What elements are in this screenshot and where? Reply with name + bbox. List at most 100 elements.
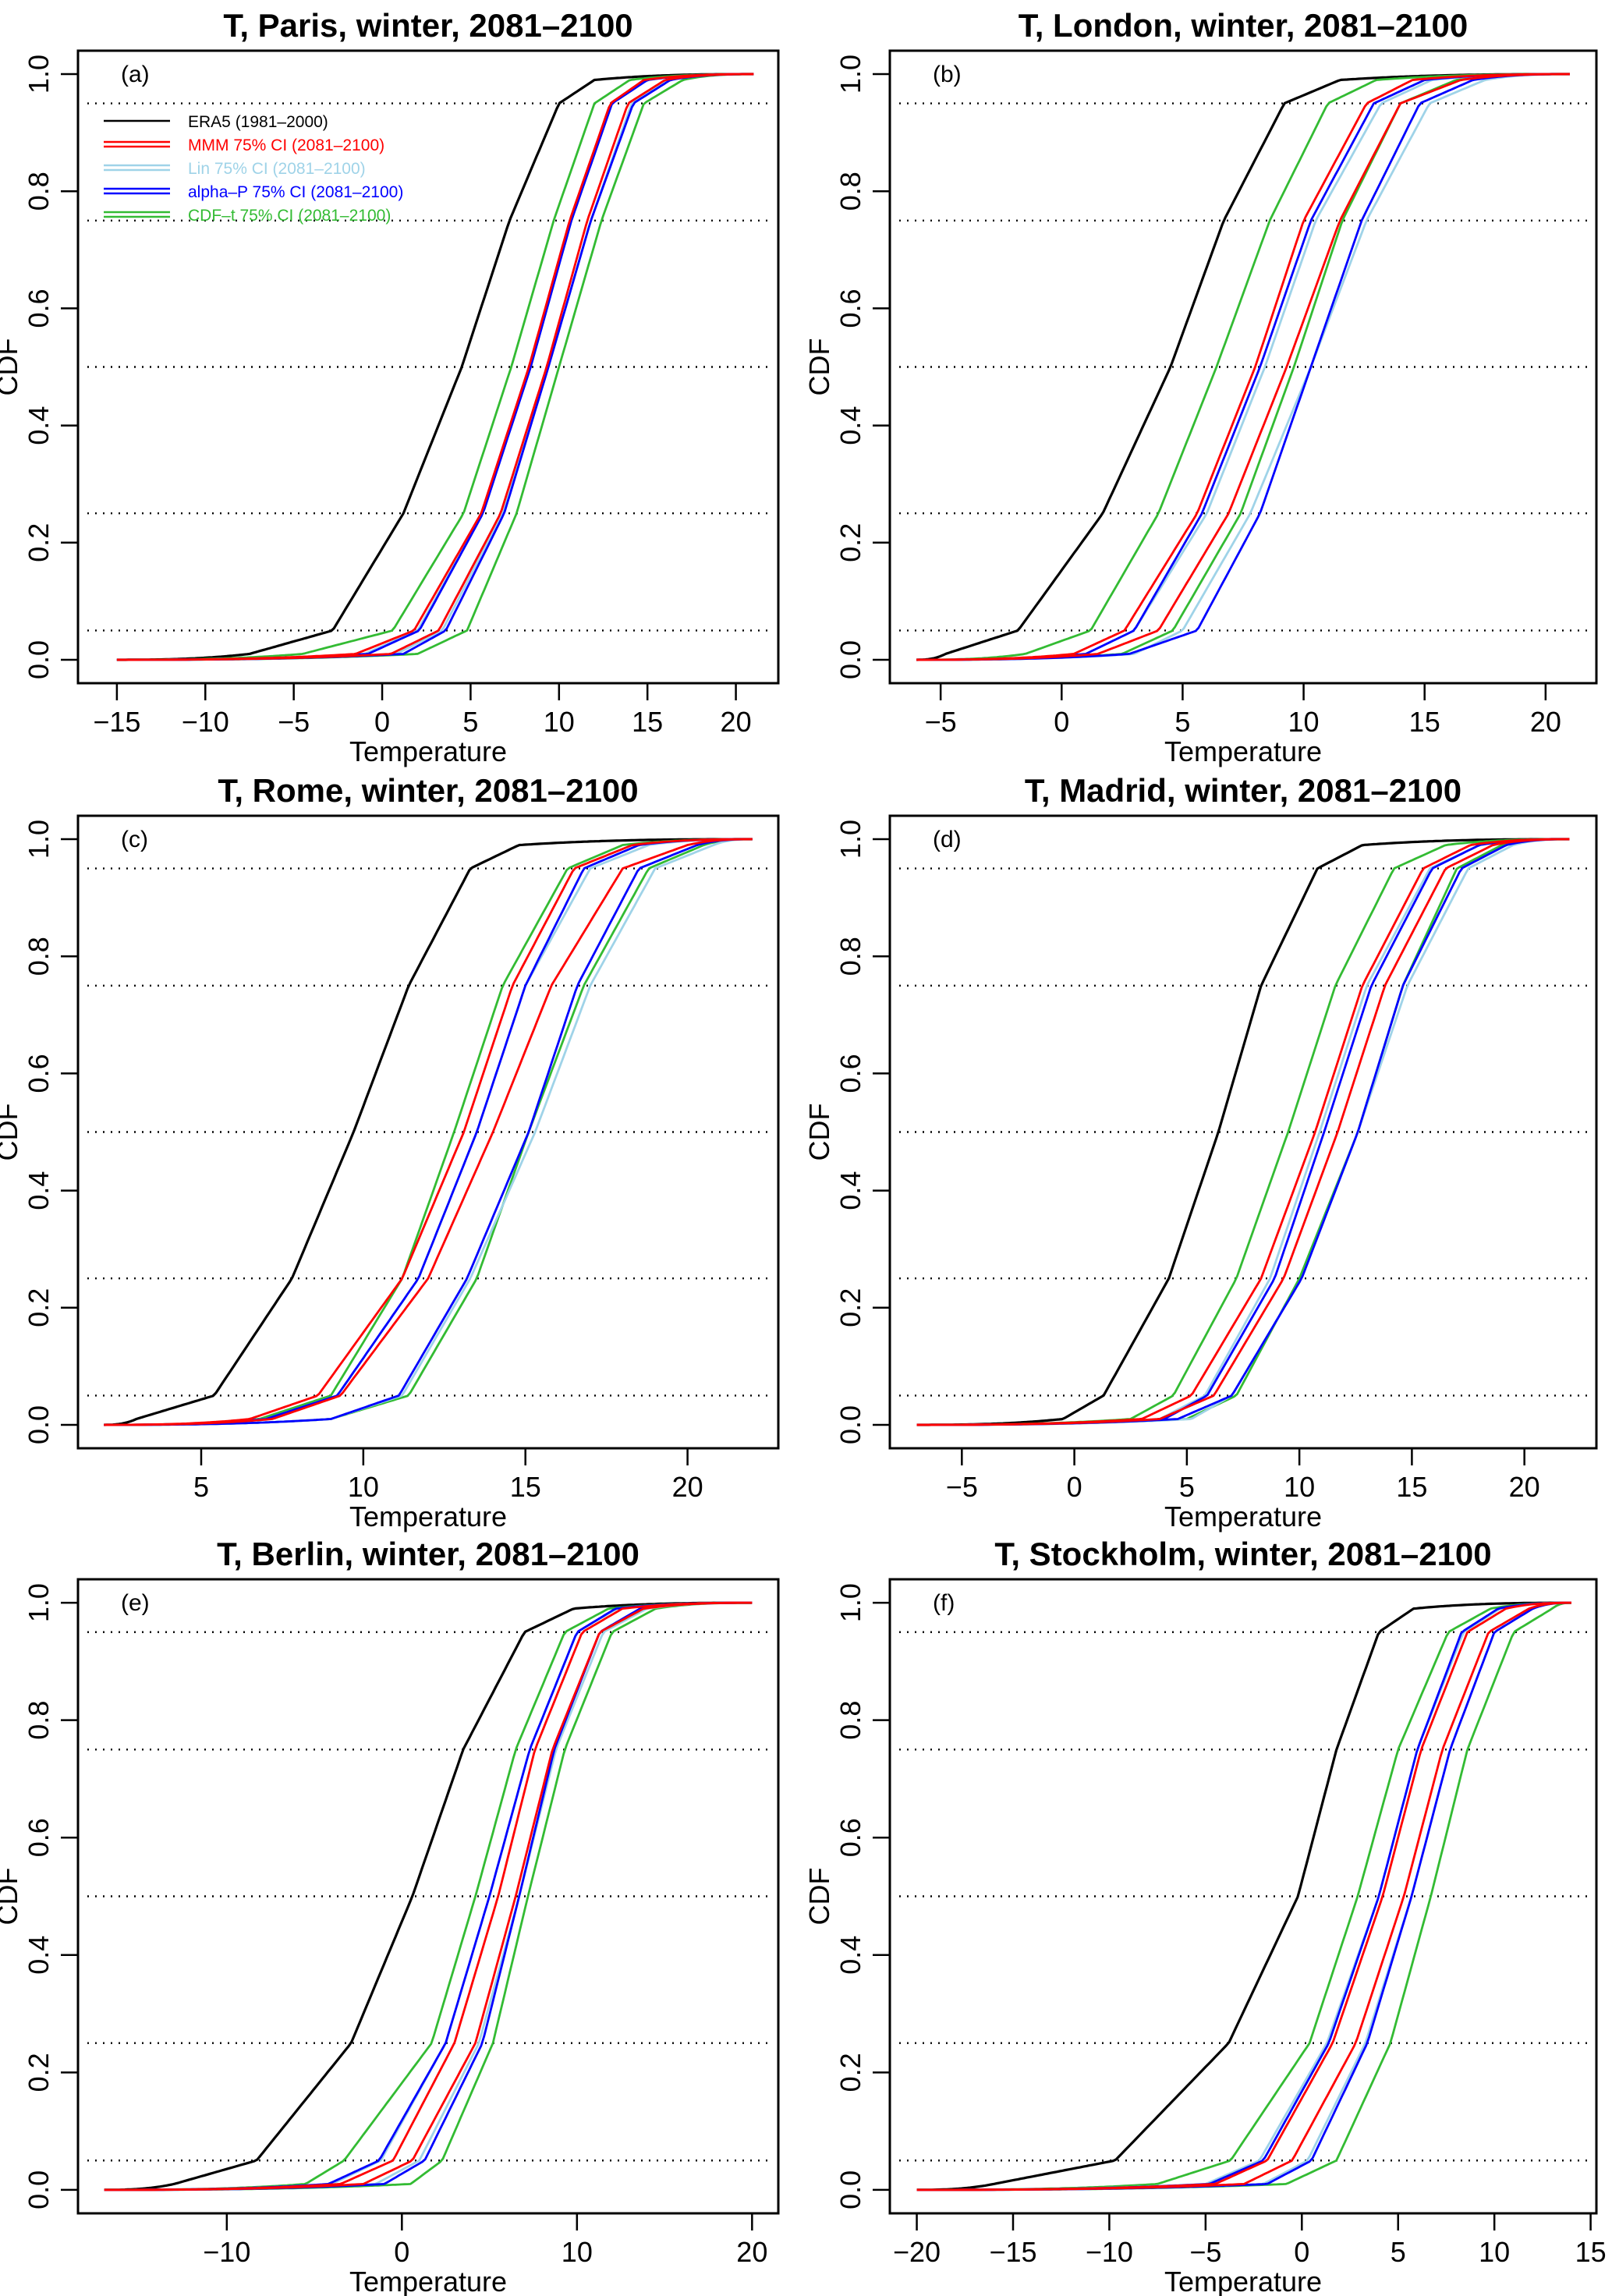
panel-label: (c)	[121, 827, 148, 852]
legend-label: Lin 75% CI (2081–2100)	[188, 160, 366, 178]
x-tick-label: −5	[925, 706, 957, 738]
y-axis-label: CDF	[803, 1868, 835, 1926]
panel-d: T, Madrid, winter, 2081–2100 (d) −5 0 5 10 15 2…	[803, 772, 1598, 1532]
x-tick-label: −5	[1189, 2236, 1221, 2268]
y-tick-label: 0.4	[23, 1171, 55, 1210]
y-tick-label: 0.4	[23, 1936, 55, 1975]
cdf-curve-red	[104, 1601, 753, 2191]
x-axis-label: Temperature	[349, 735, 507, 767]
x-axis-label: Temperature	[1164, 1501, 1322, 1532]
y-tick-label: 0.8	[23, 1701, 55, 1740]
cdf-curve-blue	[104, 838, 753, 1426]
cdf-curve-green	[104, 1601, 753, 2191]
y-tick-label: 0.2	[834, 523, 866, 562]
panel-title: T, Stockholm, winter, 2081–2100	[994, 1536, 1491, 1572]
x-tick-label: 5	[1391, 2236, 1406, 2268]
legend-item: alpha–P 75% CI (2081–2100)	[104, 183, 403, 201]
legend: ERA5 (1981–2000) MMM 75% CI (2081–2100) Li…	[104, 113, 403, 225]
y-tick-label: 1.0	[23, 1583, 55, 1622]
x-tick-label: 20	[736, 2236, 767, 2268]
y-tick-label: 0.6	[834, 289, 866, 328]
legend-item: CDF–t 75% CI (2081–2100)	[104, 207, 391, 225]
panel-label: (d)	[933, 827, 962, 852]
y-tick-label: 1.0	[23, 820, 55, 859]
cdf-curve-black	[116, 73, 754, 661]
x-tick-label: 5	[462, 706, 478, 738]
y-tick-label: 0.2	[23, 523, 55, 562]
x-tick-label: 20	[721, 706, 752, 738]
y-tick-label: 0.4	[23, 406, 55, 445]
x-tick-label: 15	[1409, 706, 1440, 738]
x-axis-label: Temperature	[1164, 2266, 1322, 2296]
plot-frame	[76, 1578, 780, 2215]
y-tick-label: 0.8	[23, 937, 55, 976]
cdf-curve-lightblue	[104, 1601, 753, 2191]
legend-label: ERA5 (1981–2000)	[188, 113, 328, 131]
x-tick-label: 15	[1396, 1471, 1427, 1503]
y-tick-label: 0.6	[23, 1054, 55, 1093]
x-tick-label: −15	[93, 706, 140, 738]
y-axis-label: CDF	[0, 1868, 23, 1926]
y-tick-label: 0.2	[23, 2053, 55, 2092]
x-axis-label: Temperature	[349, 2266, 507, 2296]
panel-title: T, Berlin, winter, 2081–2100	[217, 1536, 639, 1572]
x-tick-label: −20	[893, 2236, 941, 2268]
cdf-curve-red	[116, 73, 754, 661]
panel-label: (f)	[933, 1590, 955, 1616]
y-tick-label: 0.2	[23, 1288, 55, 1327]
y-tick-label: 0.6	[23, 1818, 55, 1857]
panel-b: T, London, winter, 2081–2100 (b) −5 0 5 10 15 2…	[803, 7, 1598, 767]
panel-label: (a)	[121, 62, 150, 87]
y-tick-label: 0.6	[834, 1818, 866, 1857]
x-tick-label: −10	[203, 2236, 250, 2268]
x-tick-label: 5	[193, 1471, 209, 1503]
cdf-curve-blue	[104, 838, 753, 1426]
y-tick-label: 0.4	[834, 1171, 866, 1210]
y-tick-label: 1.0	[834, 1583, 866, 1622]
cdf-curve-lightblue	[104, 838, 753, 1426]
x-tick-label: −5	[278, 706, 310, 738]
x-tick-label: −10	[1086, 2236, 1133, 2268]
y-tick-label: 0.8	[834, 1701, 866, 1740]
cdf-curve-black	[104, 838, 753, 1426]
x-tick-label: 15	[632, 706, 663, 738]
panel-e: T, Berlin, winter, 2081–2100 (e) −10 0 10 20 0…	[0, 1536, 780, 2296]
cdf-curve-green	[104, 1601, 753, 2191]
y-tick-label: 0.0	[23, 1405, 55, 1444]
panel-a: T, Paris, winter, 2081–2100 (a) −15 −10 −5 0 5…	[0, 7, 780, 767]
y-axis-label: CDF	[0, 338, 23, 396]
y-tick-label: 0.2	[834, 1288, 866, 1327]
y-tick-label: 0.8	[23, 172, 55, 211]
y-tick-label: 0.0	[834, 2170, 866, 2209]
y-tick-label: 1.0	[834, 55, 866, 94]
y-tick-label: 0.0	[23, 2170, 55, 2209]
cdf-curve-red	[104, 838, 753, 1426]
y-axis-label: CDF	[803, 338, 835, 396]
cdf-curve-blue	[104, 1601, 753, 2191]
panel-title: T, London, winter, 2081–2100	[1019, 7, 1469, 44]
cdf-curve-red	[104, 838, 753, 1426]
cdf-curve-red	[104, 1601, 753, 2191]
x-tick-label: 20	[1509, 1471, 1540, 1503]
cdf-curve-blue	[104, 1601, 753, 2191]
y-tick-label: 0.8	[834, 172, 866, 211]
x-tick-label: 0	[1067, 1471, 1082, 1503]
x-tick-label: 0	[1054, 706, 1069, 738]
x-axis-label: Temperature	[1164, 735, 1322, 767]
y-tick-label: 0.0	[834, 1405, 866, 1444]
panel-f: T, Stockholm, winter, 2081–2100 (f) −20 −15…	[803, 1536, 1607, 2296]
x-tick-label: 5	[1179, 1471, 1195, 1503]
panel-title: T, Madrid, winter, 2081–2100	[1025, 772, 1461, 809]
y-tick-label: 0.2	[834, 2053, 866, 2092]
legend-label: alpha–P 75% CI (2081–2100)	[188, 183, 403, 201]
y-tick-label: 1.0	[834, 820, 866, 859]
x-tick-label: 0	[1294, 2236, 1309, 2268]
x-tick-label: 10	[1288, 706, 1320, 738]
x-tick-label: 10	[544, 706, 575, 738]
y-tick-label: 0.6	[834, 1054, 866, 1093]
x-tick-label: 0	[374, 706, 390, 738]
y-tick-label: 0.6	[23, 289, 55, 328]
x-tick-label: 15	[510, 1471, 541, 1503]
y-tick-label: 0.4	[834, 406, 866, 445]
y-tick-label: 1.0	[23, 55, 55, 94]
